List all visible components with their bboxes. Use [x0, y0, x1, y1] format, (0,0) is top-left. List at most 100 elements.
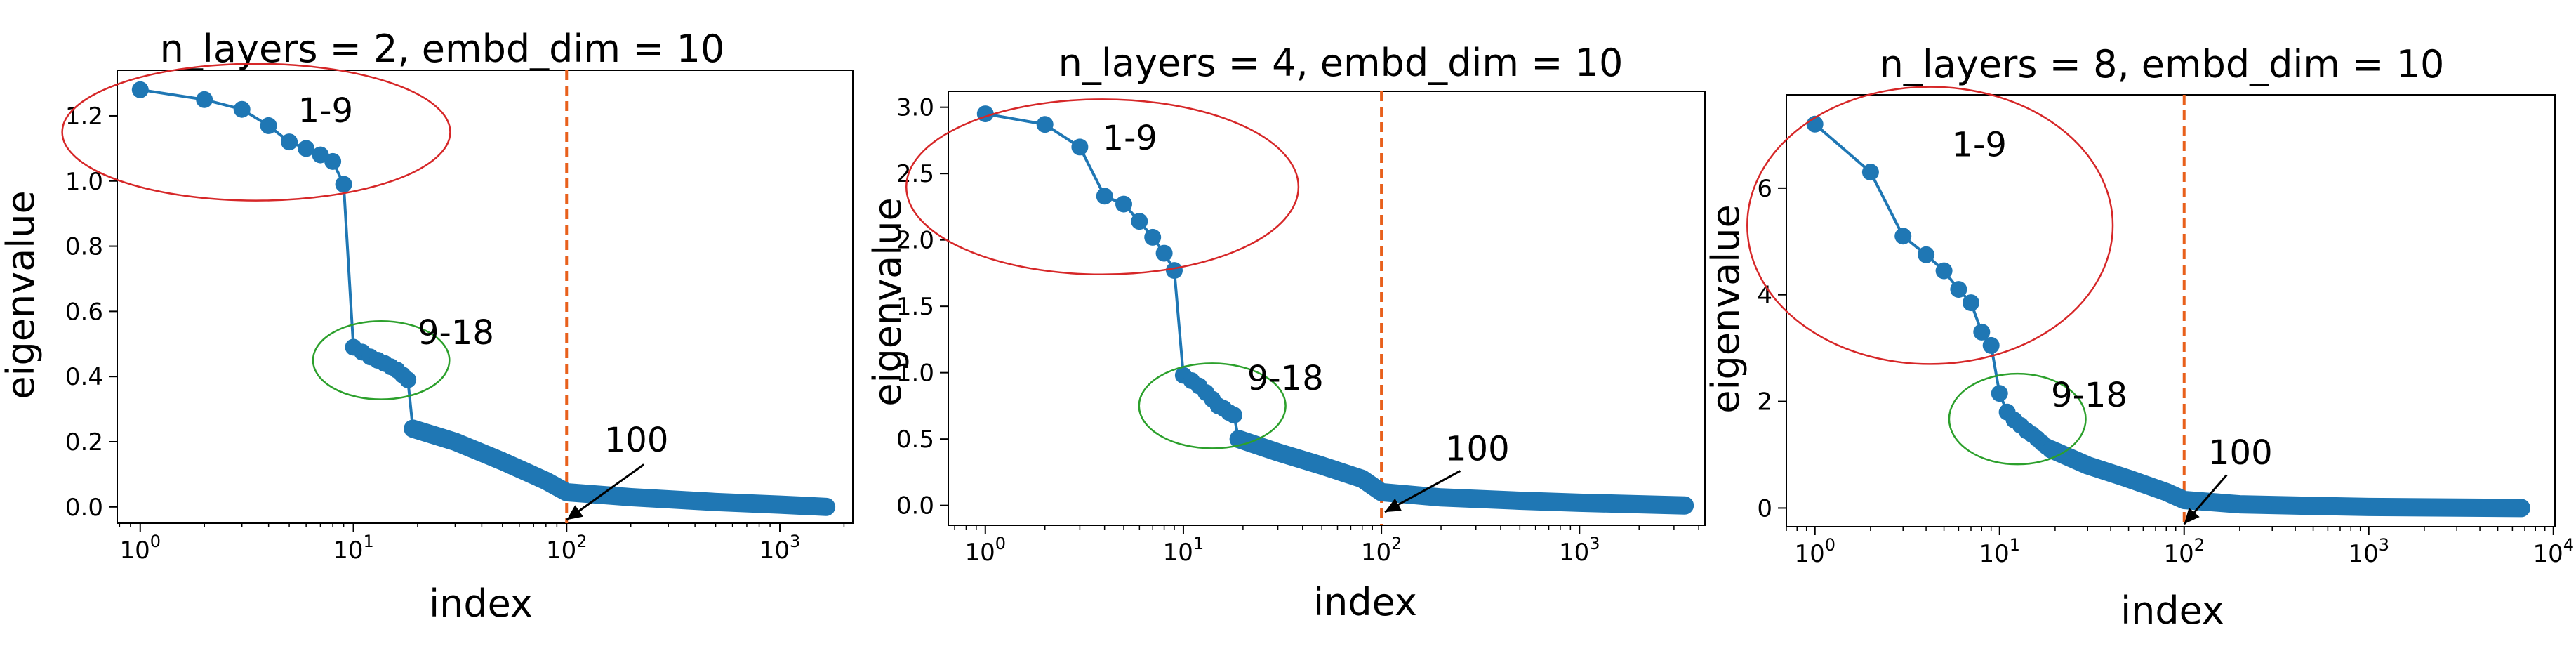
annotation-label: 100: [2208, 433, 2273, 473]
y-tick-label: 6: [1757, 175, 1772, 203]
data-point: [324, 152, 342, 170]
annotation-arrow: [566, 463, 644, 521]
annotation-label: 1-9: [1103, 119, 1157, 158]
data-point: [1131, 213, 1148, 230]
x-tick-label: 103: [1559, 534, 1600, 567]
x-axis-label: index: [2120, 588, 2224, 633]
series-tail-band: [404, 419, 836, 516]
annotation-arrowhead: [566, 505, 583, 520]
chart-title: n_layers = 4, embd_dim = 10: [1058, 41, 1624, 85]
annotation-ellipse: [1948, 372, 2087, 466]
series-tail-band: [2042, 440, 2530, 518]
plot-frame: [1786, 94, 2556, 527]
panel-2: 100 101 102 103 0.0 0.5 1.0 1.5 2.0 2.5 3.0 n_layer…: [865, 41, 1706, 624]
data-point: [1950, 281, 1967, 298]
annotation-arrowhead: [2184, 508, 2200, 525]
y-axis-label: eigenvalue: [1704, 204, 1748, 413]
annotation-label: 100: [1445, 429, 1510, 468]
annotation-ellipse: [1746, 86, 2114, 365]
data-point: [298, 140, 315, 157]
annotation-label: 100: [604, 421, 669, 460]
y-tick-label: 0.4: [65, 363, 103, 391]
y-tick-label: 2.0: [896, 227, 934, 255]
annotation-arrowhead: [1384, 498, 1402, 513]
y-tick-label: 0.6: [65, 298, 103, 326]
data-point: [1963, 294, 1979, 312]
series-line: [1814, 123, 2052, 451]
x-axis-label: index: [1313, 580, 1417, 624]
data-point: [2043, 440, 2060, 458]
x-tick-label: 101: [1979, 535, 2020, 568]
y-tick-label: 0.0: [896, 492, 934, 520]
y-tick-label: 2: [1757, 388, 1772, 416]
x-tick-label: 102: [1361, 534, 1402, 567]
data-point: [1144, 228, 1162, 246]
data-point: [1973, 323, 1991, 341]
data-point: [312, 146, 329, 164]
x-axis-label: index: [429, 581, 533, 626]
data-point: [1036, 116, 1054, 133]
series-tail-band: [1229, 430, 1694, 515]
x-tick-label: 103: [2348, 535, 2389, 568]
panel-1: 100 101 102 1030.00.20.40.60.81.01.2n_layer…: [0, 27, 854, 626]
annotation-label: 1-9: [298, 91, 353, 131]
data-point: [1918, 246, 1935, 263]
x-tick-label: 101: [1163, 534, 1204, 567]
data-point: [335, 176, 352, 193]
panel-3: 100 101 102 103 104 0 2 4 6 n_layers = 8, embd_di…: [1704, 42, 2574, 633]
annotation-label: 9-18: [1247, 359, 1324, 398]
data-point: [1894, 228, 1912, 245]
data-point: [131, 81, 149, 98]
y-tick-label: 3.0: [896, 94, 934, 122]
annotation-ellipse: [1138, 362, 1287, 449]
data-point: [1982, 336, 2000, 354]
data-point: [1230, 430, 1247, 448]
annotation-ellipse: [61, 63, 451, 202]
y-tick-label: 1.0: [65, 168, 103, 196]
y-tick-label: 0: [1757, 494, 1772, 522]
x-tick-label: 102: [2163, 535, 2205, 568]
x-tick-label: 100: [965, 534, 1007, 567]
data-point: [281, 133, 298, 151]
data-point: [1096, 188, 1113, 205]
y-axis-label: eigenvalue: [865, 197, 910, 406]
data-point: [1935, 262, 1953, 280]
annotation-label: 1-9: [1951, 125, 2006, 164]
data-point: [1155, 244, 1173, 262]
annotation-label: 9-18: [2051, 376, 2127, 415]
data-point: [233, 100, 251, 118]
chart-title: n_layers = 8, embd_dim = 10: [1880, 42, 2445, 86]
annotation-ellipse: [312, 320, 451, 400]
x-tick-label: 100: [120, 532, 161, 565]
y-tick-label: 1.2: [65, 103, 103, 131]
data-point: [1226, 407, 1242, 424]
y-tick-label: 2.5: [896, 160, 934, 188]
x-tick-label: 100: [1794, 535, 1835, 568]
x-tick-label: 101: [333, 532, 374, 565]
annotation-label: 9-18: [418, 313, 494, 353]
y-tick-label: 0.5: [896, 426, 934, 454]
y-tick-label: 1.0: [896, 360, 934, 388]
data-point: [399, 371, 417, 388]
y-tick-label: 1.5: [896, 293, 934, 321]
annotation-ellipse: [905, 98, 1300, 276]
x-tick-label: 102: [546, 532, 587, 565]
data-point: [196, 91, 213, 108]
y-tick-label: 0.2: [65, 428, 103, 456]
plot-frame: [948, 91, 1706, 526]
data-point: [1166, 262, 1183, 280]
series-line: [140, 88, 415, 429]
data-point: [1115, 195, 1132, 213]
data-point: [1071, 138, 1089, 156]
y-tick-label: 0.8: [65, 233, 103, 261]
data-point: [1861, 164, 1879, 181]
y-tick-label: 4: [1757, 282, 1772, 310]
y-axis-label: eigenvalue: [0, 190, 43, 399]
data-point: [404, 420, 422, 438]
data-point: [260, 117, 277, 134]
x-tick-label: 103: [759, 532, 801, 565]
x-tick-label: 104: [2532, 535, 2574, 568]
plot-frame: [117, 70, 854, 524]
